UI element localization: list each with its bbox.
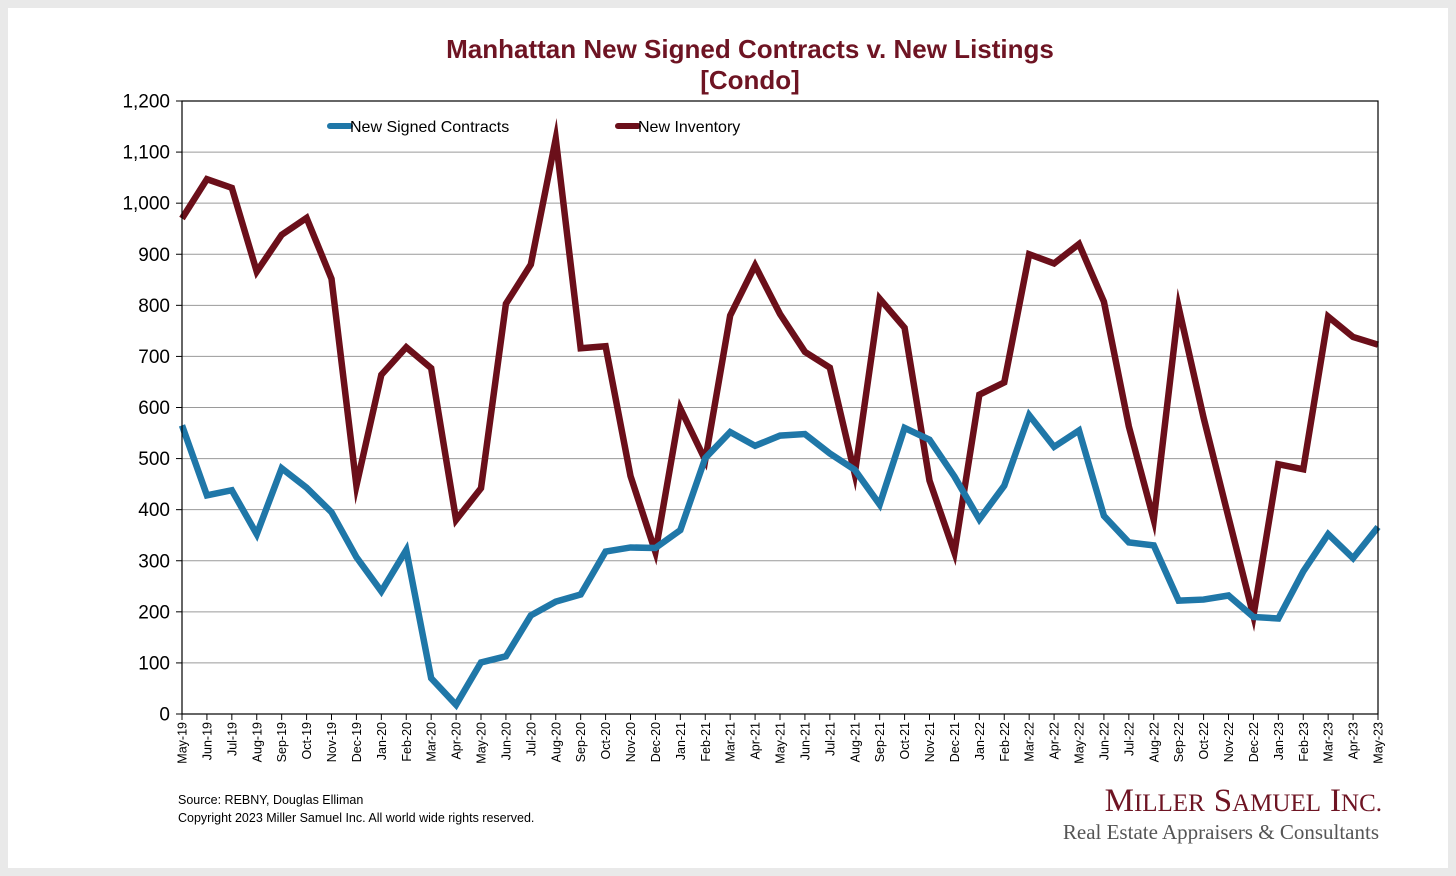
brand-tagline: Real Estate Appraisers & Consultants — [1063, 820, 1379, 844]
x-tick-label: Jun-20 — [499, 722, 513, 760]
x-tick-label: May-20 — [475, 722, 489, 764]
y-tick-label: 200 — [138, 602, 170, 623]
series-lines — [178, 118, 1381, 711]
x-tick-label: Sep-20 — [574, 722, 588, 762]
y-tick-label: 1,200 — [122, 92, 170, 113]
chart-frame: Manhattan New Signed Contracts v. New Li… — [8, 8, 1448, 868]
y-tick-label: 800 — [138, 296, 170, 317]
legend: New Signed Contracts New Inventory — [327, 119, 740, 136]
x-tick-label: Jul-22 — [1122, 722, 1136, 756]
y-tick-label: 0 — [159, 705, 170, 726]
x-tick-label: Jul-20 — [524, 722, 538, 756]
copyright-note: Copyright 2023 Miller Samuel Inc. All wo… — [178, 811, 534, 825]
y-tick-label: 1,100 — [122, 143, 170, 164]
x-tick-label: Mar-20 — [425, 722, 439, 762]
x-tick-label: May-19 — [176, 722, 190, 764]
x-tick-label: Jun-22 — [1097, 722, 1111, 760]
x-tick-label: Jan-23 — [1272, 722, 1286, 760]
chart-title: Manhattan New Signed Contracts v. New Li… — [446, 34, 1054, 64]
x-tick-label: Feb-21 — [699, 722, 713, 762]
y-tick-label: 600 — [138, 398, 170, 419]
chart-svg: Manhattan New Signed Contracts v. New Li… — [122, 34, 1386, 844]
x-tick-label: Sep-22 — [1172, 722, 1186, 762]
x-tick-label: Jul-21 — [823, 722, 837, 756]
x-tick-label: Feb-20 — [400, 722, 414, 762]
x-tick-label: Aug-21 — [848, 722, 862, 762]
x-tick-label: Mar-23 — [1322, 722, 1336, 762]
x-tick-label: Apr-23 — [1347, 722, 1361, 760]
x-tick-label: Jun-21 — [798, 722, 812, 760]
x-tick-label: Mar-21 — [724, 722, 738, 762]
x-tick-label: Jul-19 — [225, 722, 239, 756]
y-tick-label: 700 — [138, 347, 170, 368]
brand-logo-name: MILLER SAMUEL INC. — [1105, 783, 1382, 819]
x-tick-label: Aug-20 — [549, 722, 563, 762]
x-tick-label: Nov-22 — [1222, 722, 1236, 762]
x-tick-label: Nov-21 — [923, 722, 937, 762]
x-tick-label: Nov-20 — [624, 722, 638, 762]
series-line-new-signed-contracts — [178, 408, 1381, 711]
x-tick-label: Oct-22 — [1197, 722, 1211, 760]
x-tick-label: Dec-20 — [649, 722, 663, 762]
x-tick-label: Apr-21 — [749, 722, 763, 760]
x-tick-label: Jan-20 — [375, 722, 389, 760]
x-tick-label: Feb-22 — [998, 722, 1012, 762]
x-tick-label: Nov-19 — [325, 722, 339, 762]
legend-label-contracts: New Signed Contracts — [350, 119, 509, 136]
x-tick-label: May-23 — [1372, 722, 1386, 764]
x-tick-label: Sep-19 — [275, 722, 289, 762]
x-tick-label: Mar-22 — [1023, 722, 1037, 762]
x-tick-label: Dec-19 — [350, 722, 364, 762]
x-tick-label: Dec-21 — [948, 722, 962, 762]
y-axis-ticks: 0 100 200 300 400 500 600 700 800 900 1,000 1,100 1,… — [122, 92, 182, 726]
legend-label-inventory: New Inventory — [638, 119, 740, 136]
x-tick-label: Oct-19 — [300, 722, 314, 760]
y-tick-label: 400 — [138, 500, 170, 521]
x-tick-label: Feb-23 — [1297, 722, 1311, 762]
chart-subtitle: [Condo] — [700, 65, 800, 95]
source-note: Source: REBNY, Douglas Elliman — [178, 793, 363, 807]
x-tick-label: Oct-21 — [898, 722, 912, 760]
x-tick-label: Aug-22 — [1147, 722, 1161, 762]
x-tick-label: Oct-20 — [599, 722, 613, 760]
x-tick-label: Aug-19 — [250, 722, 264, 762]
x-tick-label: Apr-20 — [450, 722, 464, 760]
x-tick-label: Apr-22 — [1048, 722, 1062, 760]
x-axis-ticks: May-19 Jun-19 Jul-19 Aug-19 Sep-19 Oct-19 Nov-… — [176, 714, 1386, 764]
y-tick-label: 100 — [138, 653, 170, 674]
series-line-new-inventory — [179, 118, 1379, 632]
plot-area-border — [181, 100, 1379, 715]
y-tick-label: 300 — [138, 551, 170, 572]
x-tick-label: Jun-19 — [200, 722, 214, 760]
x-tick-label: Dec-22 — [1247, 722, 1261, 762]
x-tick-label: May-21 — [774, 722, 788, 764]
x-tick-label: Sep-21 — [873, 722, 887, 762]
y-tick-label: 500 — [138, 449, 170, 470]
x-tick-label: Jan-21 — [674, 722, 688, 760]
y-tick-label: 900 — [138, 245, 170, 266]
x-tick-label: Jan-22 — [973, 722, 987, 760]
x-tick-label: May-22 — [1073, 722, 1087, 764]
y-tick-label: 1,000 — [122, 194, 170, 215]
